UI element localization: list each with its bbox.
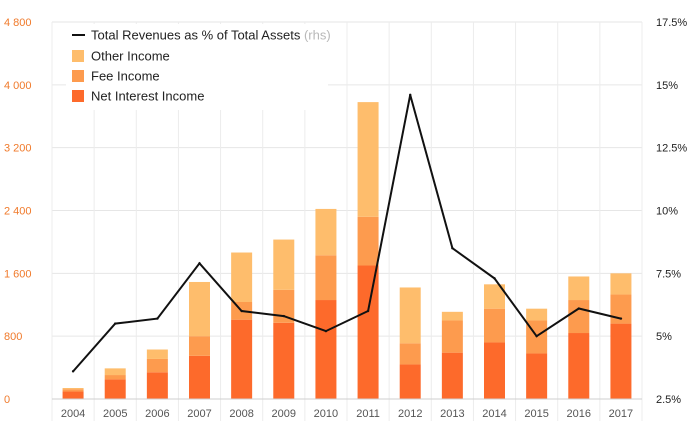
x-tick-label: 2004 — [61, 408, 85, 420]
legend-box-swatch — [72, 90, 84, 102]
bar-segment — [610, 273, 632, 295]
bar-segment — [568, 333, 590, 399]
bar-segment — [62, 389, 84, 392]
bar-segment — [357, 265, 379, 399]
bar-segment — [315, 208, 337, 256]
bar-segment — [610, 323, 632, 399]
bar-segment — [62, 388, 84, 390]
line-point — [198, 262, 201, 265]
bar-segment — [568, 276, 590, 301]
x-tick-label: 2012 — [398, 408, 422, 420]
line-point — [619, 317, 623, 320]
legend-box-swatch — [72, 70, 84, 82]
x-tick-label: 2007 — [187, 408, 211, 420]
revenue-ratio-line — [71, 93, 623, 373]
bar-segment — [399, 287, 421, 344]
y-left-tick-label: 3 200 — [4, 143, 32, 155]
line-point — [114, 322, 117, 325]
x-tick-label: 2006 — [145, 408, 169, 420]
bar-segment — [484, 342, 505, 399]
x-tick-label: 2009 — [272, 408, 296, 420]
line-point — [535, 334, 538, 338]
y-left-tick-label: 4 000 — [4, 80, 32, 92]
y-right-tick-label: 12.5% — [656, 143, 687, 155]
bar-segment — [526, 308, 548, 321]
x-tick-label: 2008 — [229, 408, 253, 420]
legend-box-swatch — [72, 50, 84, 62]
bar-segment — [399, 364, 421, 399]
bar-segment — [441, 320, 463, 353]
axes: 0 800 1 600 2 400 3 200 4 000 4 800 2.5% 5% 7.5% 1… — [4, 17, 687, 420]
bar-segment — [146, 372, 168, 399]
bar-segment — [315, 300, 337, 399]
legend-label: Net Interest Income — [91, 89, 204, 104]
y-left-tick-label: 0 — [4, 394, 10, 406]
line-point — [71, 370, 75, 373]
x-tick-label: 2014 — [482, 408, 506, 420]
x-tick-label: 2005 — [103, 408, 127, 420]
x-tick-label: 2013 — [440, 408, 464, 420]
bar-segment — [273, 322, 295, 399]
bar-segment — [189, 281, 210, 337]
line-point — [240, 309, 243, 313]
bar-segment — [189, 355, 210, 399]
bar-segment — [441, 311, 463, 321]
legend-background — [66, 24, 328, 110]
y-left-tick-label: 2 400 — [4, 206, 32, 218]
legend-label: Other Income — [91, 49, 170, 64]
bar-segment — [104, 375, 126, 380]
y-left-tick-label: 1 600 — [4, 268, 32, 280]
legend-rhs-suffix: (rhs) — [300, 28, 330, 43]
bar-segment — [315, 255, 337, 301]
line-point — [324, 329, 328, 333]
bar-segment — [399, 343, 421, 365]
bar-segment — [357, 102, 379, 217]
y-right-tick-label: 15% — [656, 80, 678, 92]
bar-segment — [62, 391, 84, 399]
bar-segment — [104, 379, 126, 399]
y-right-tick-label: 10% — [656, 206, 678, 218]
bar-segment — [273, 239, 295, 290]
line-series-path — [72, 94, 622, 373]
bar-segment — [484, 284, 505, 309]
bar-segment — [441, 352, 463, 399]
line-point — [282, 314, 285, 318]
legend-label: Fee Income — [91, 69, 160, 84]
bar-segment — [146, 349, 168, 359]
bar-segment — [484, 308, 505, 343]
bar-segment — [104, 368, 126, 376]
bar-segment — [568, 300, 590, 334]
y-left-tick-label: 4 800 — [4, 17, 32, 29]
legend: Total Revenues as % of Total Assets (rhs… — [66, 24, 331, 110]
line-point — [156, 317, 159, 320]
bar-segment — [231, 252, 253, 303]
bar-segment — [146, 358, 168, 373]
bars — [62, 102, 632, 399]
x-tick-label: 2016 — [567, 408, 591, 420]
line-point — [409, 93, 412, 97]
line-point — [451, 247, 454, 250]
bar-segment — [526, 353, 548, 399]
y-left-tick-label: 800 — [4, 331, 22, 343]
line-point — [577, 307, 580, 310]
y-right-tick-label: 17.5% — [656, 17, 687, 29]
x-tick-label: 2011 — [356, 408, 380, 420]
x-tick-label: 2015 — [524, 408, 548, 420]
legend-label: Total Revenues as % of Total Assets (rhs… — [91, 28, 331, 43]
bar-segment — [231, 319, 253, 399]
x-tick-label: 2010 — [314, 408, 338, 420]
bar-segment — [189, 336, 210, 356]
x-tick-label: 2017 — [609, 408, 633, 420]
line-point — [493, 277, 496, 280]
bar-segment — [357, 216, 379, 266]
y-right-tick-label: 7.5% — [656, 268, 681, 280]
line-point — [366, 309, 370, 313]
y-right-tick-label: 5% — [656, 331, 672, 343]
y-right-tick-label: 2.5% — [656, 394, 681, 406]
